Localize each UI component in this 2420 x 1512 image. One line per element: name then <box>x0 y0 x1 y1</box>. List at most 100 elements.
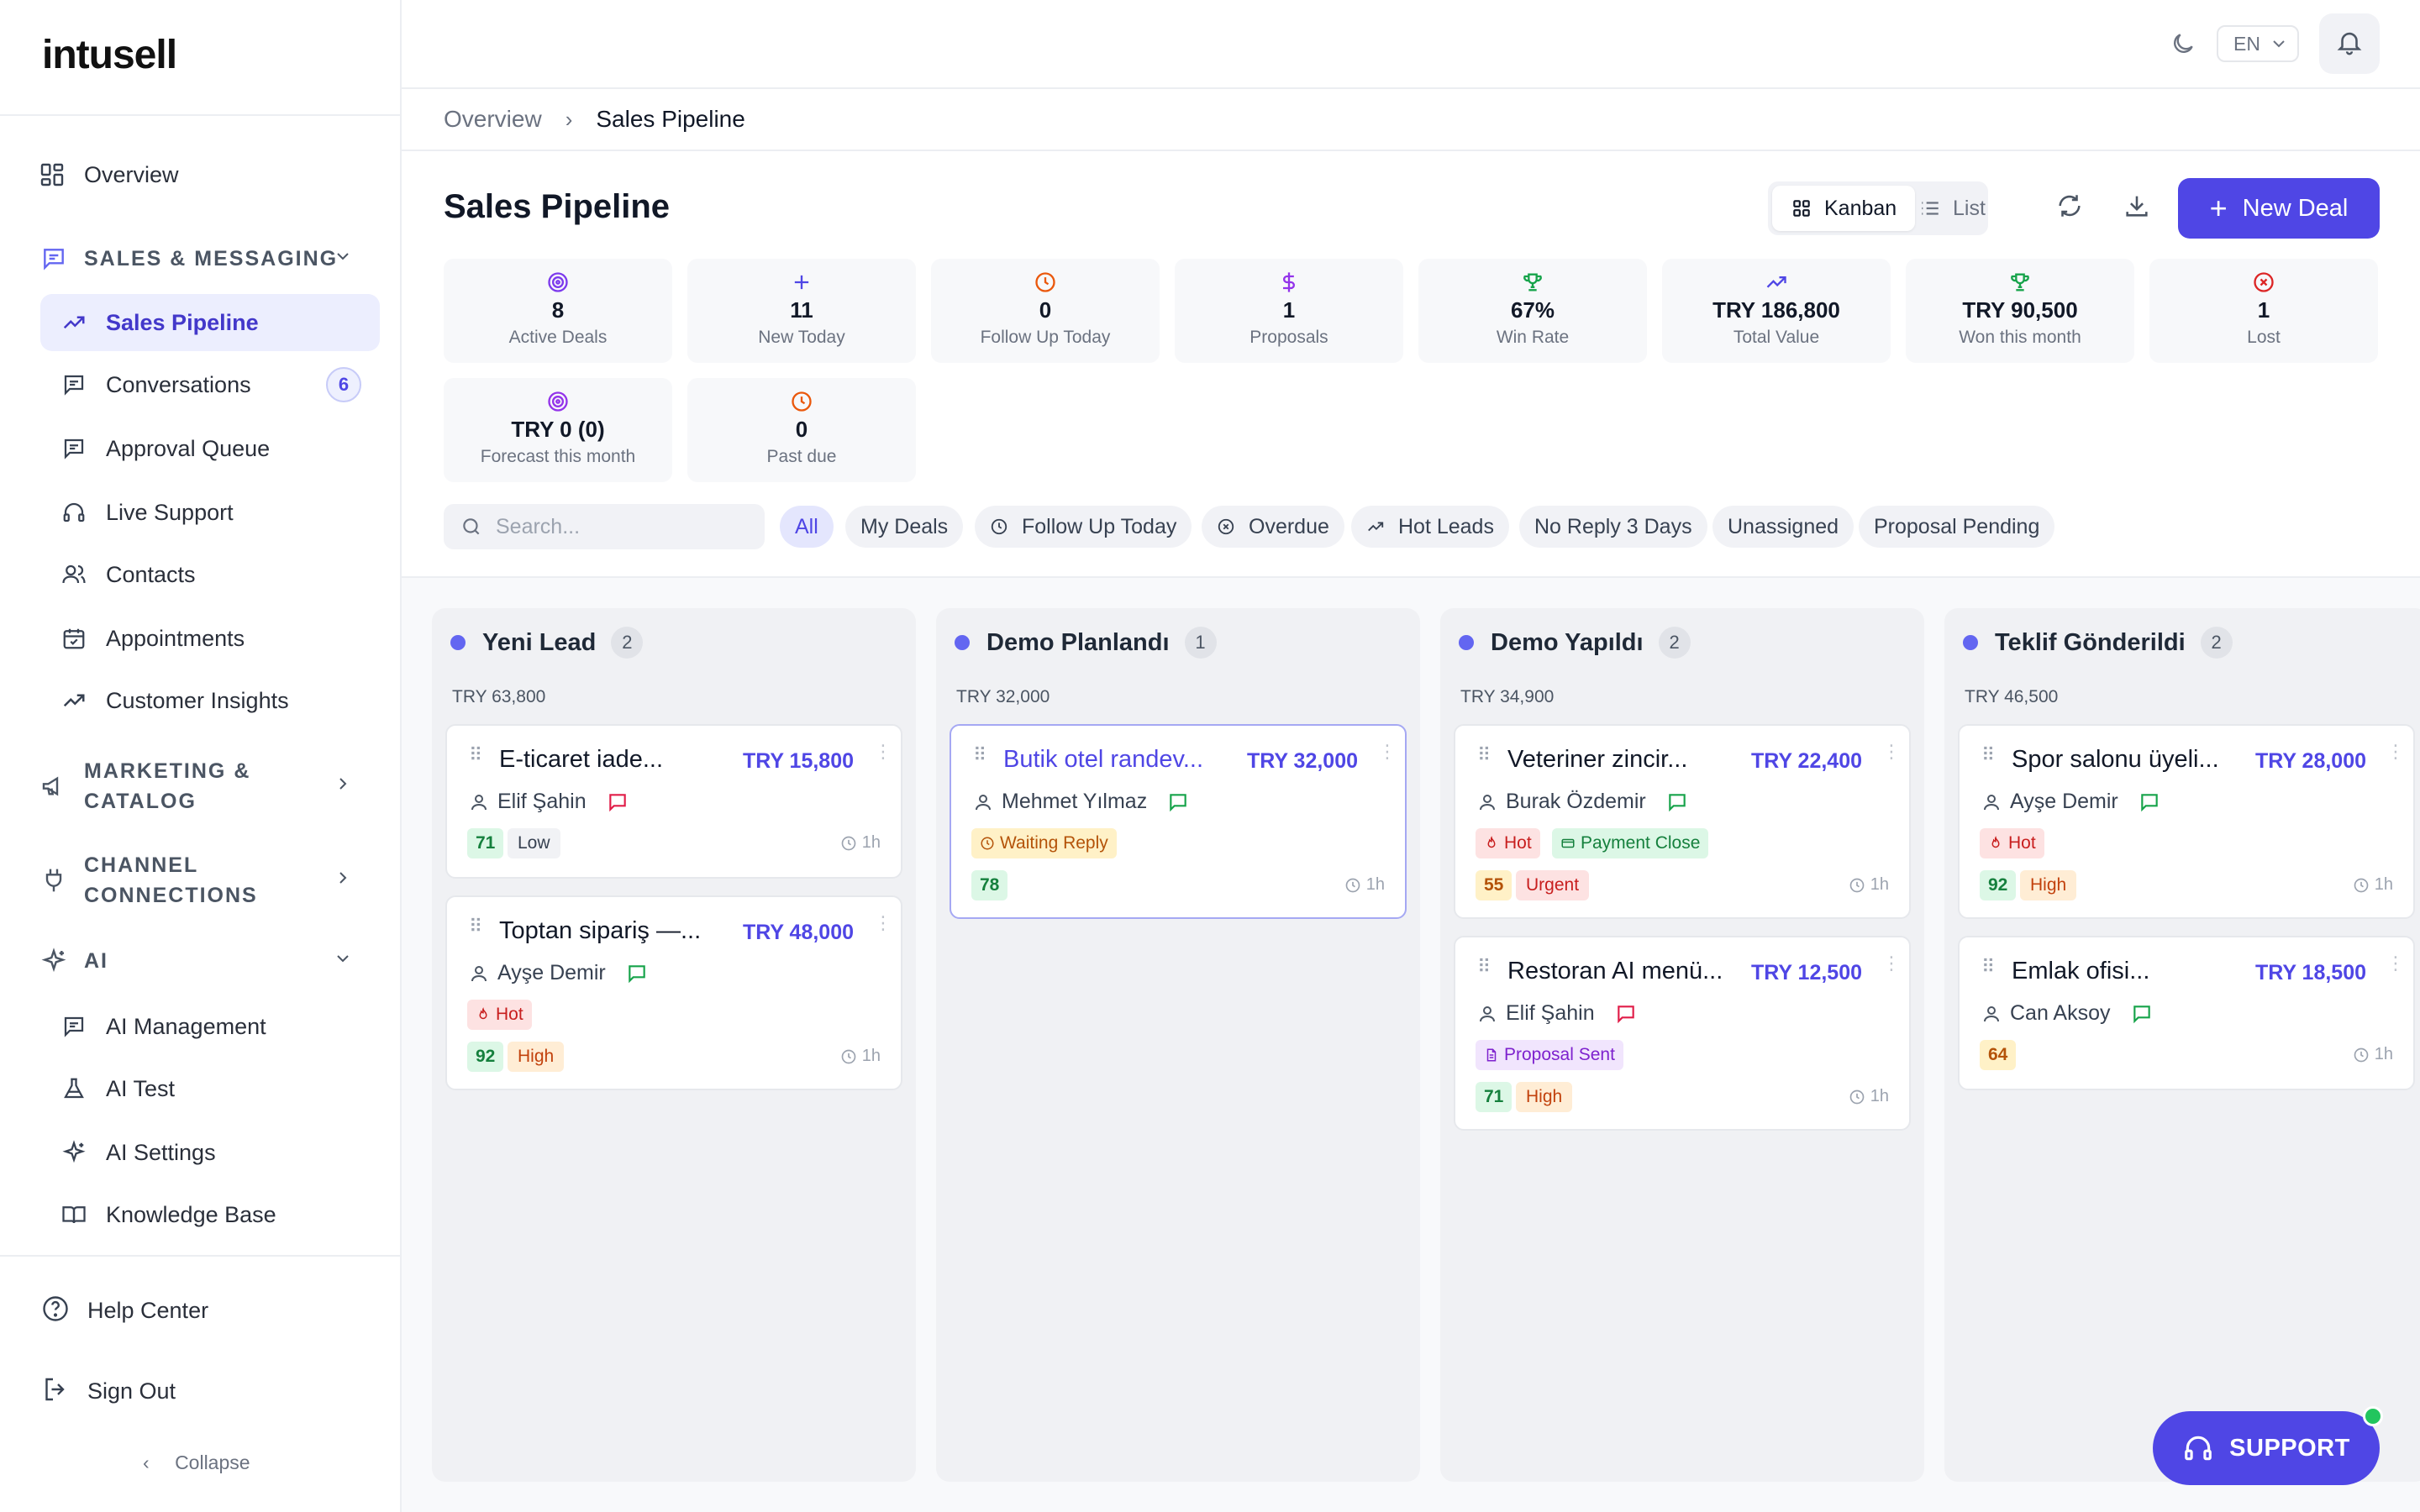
more-options-icon[interactable]: ⋮ <box>874 912 892 933</box>
lead-score: 71 <box>1476 1082 1512 1112</box>
tag-label: Hot <box>1504 833 1532 853</box>
download-button[interactable] <box>2123 192 2151 224</box>
more-options-icon[interactable]: ⋮ <box>2386 953 2405 974</box>
support-button[interactable]: SUPPORT <box>2153 1411 2380 1485</box>
more-options-icon[interactable]: ⋮ <box>1378 741 1397 762</box>
sidebar-item-appointments[interactable]: Appointments <box>40 610 380 667</box>
deal-owner: Burak Özdemir <box>1477 790 1697 814</box>
deal-title: Toptan sipariş —... <box>499 917 702 944</box>
sidebar-item-live-support[interactable]: Live Support <box>40 484 380 541</box>
headset-icon <box>59 497 89 528</box>
language-select[interactable]: EN <box>2217 25 2299 62</box>
column-total: TRY 32,000 <box>956 687 1050 706</box>
sidebar-item-overview[interactable]: Overview <box>37 146 376 203</box>
stage-dot <box>955 635 970 650</box>
section-channel-connections[interactable]: CHANNEL CONNECTIONS <box>40 850 380 911</box>
filter-chip-label: All <box>795 514 818 538</box>
drag-handle-icon[interactable]: ⠿ <box>469 916 482 937</box>
sparkle-icon <box>40 948 67 974</box>
sidebar-item-label: AI Settings <box>106 1139 216 1165</box>
more-options-icon[interactable]: ⋮ <box>1882 741 1901 762</box>
list-view-button[interactable]: List <box>1901 186 2004 231</box>
more-options-icon[interactable]: ⋮ <box>874 741 892 762</box>
stat-card: TRY 0 (0) Forecast this month <box>444 378 672 482</box>
stat-value: 8 <box>551 297 565 323</box>
sign-out-button[interactable]: Sign Out <box>40 1374 176 1409</box>
help-center-label: Help Center <box>87 1298 209 1323</box>
more-options-icon[interactable]: ⋮ <box>1882 953 1901 974</box>
deal-owner: Elif Şahin <box>469 790 637 814</box>
message-icon[interactable] <box>1615 1003 1645 1025</box>
deal-value: TRY 18,500 <box>2254 961 2366 984</box>
stat-card: TRY 186,800 Total Value <box>1662 259 1891 363</box>
deal-card[interactable]: ⠿ Spor salonu üyeli... TRY 28,000 ⋮ Ayşe Dem… <box>1958 724 2415 919</box>
sidebar-item-ai-management[interactable]: AI Management <box>40 998 380 1055</box>
sign-out-label: Sign Out <box>87 1378 176 1404</box>
age-label: 1h <box>2374 875 2393 894</box>
drag-handle-icon[interactable]: ⠿ <box>1981 744 1995 765</box>
message-icon[interactable] <box>1167 791 1197 813</box>
stat-label: New Today <box>758 328 845 347</box>
search-input[interactable]: Search... <box>444 504 765 549</box>
sidebar-item-approval-queue[interactable]: Approval Queue <box>40 420 380 477</box>
deal-card[interactable]: ⠿ Toptan sipariş —... TRY 48,000 ⋮ Ayşe Demi… <box>445 895 902 1090</box>
doc-icon <box>1484 1047 1504 1063</box>
new-deal-button[interactable]: + New Deal <box>2178 178 2380 239</box>
clock-icon <box>687 390 916 415</box>
page-title: Sales Pipeline <box>444 188 671 225</box>
notifications-button[interactable] <box>2319 13 2380 74</box>
message-icon[interactable] <box>626 963 656 984</box>
filter-chip-no-reply-3-days[interactable]: No Reply 3 Days <box>1519 506 1707 548</box>
sidebar-item-ai-settings[interactable]: AI Settings <box>40 1124 380 1181</box>
filter-chip-follow-up-today[interactable]: Follow Up Today <box>975 506 1192 548</box>
collapse-button[interactable]: ‹ Collapse <box>143 1452 250 1474</box>
brand-logo[interactable]: intusell <box>42 33 177 77</box>
clock-icon <box>840 1048 862 1065</box>
stat-value: TRY 0 (0) <box>511 417 605 442</box>
deal-age: 1h <box>1849 875 1889 895</box>
refresh-button[interactable] <box>2055 192 2084 224</box>
sidebar-item-customer-insights[interactable]: Customer Insights <box>40 672 380 729</box>
sidebar-item-label: Sales Pipeline <box>106 309 259 335</box>
deal-card[interactable]: ⠿ Butik otel randev... TRY 32,000 ⋮ Mehmet Y… <box>950 724 1407 919</box>
chevron-right-icon <box>333 868 353 894</box>
sidebar-item-ai-test[interactable]: AI Test <box>40 1060 380 1117</box>
more-options-icon[interactable]: ⋮ <box>2386 741 2405 762</box>
sidebar-item-conversations[interactable]: Conversations 6 <box>40 356 380 413</box>
column-title: Yeni Lead <box>482 628 597 656</box>
sidebar-item-sales-pipeline[interactable]: Sales Pipeline <box>40 294 380 351</box>
filter-chip-unassigned[interactable]: Unassigned <box>1712 506 1854 548</box>
filter-chip-hot-leads[interactable]: Hot Leads <box>1351 506 1509 548</box>
sidebar-item-knowledge-base[interactable]: Knowledge Base <box>40 1186 380 1243</box>
message-icon[interactable] <box>2131 1003 2161 1025</box>
trend-up-icon <box>59 685 89 716</box>
message-icon[interactable] <box>2139 791 2169 813</box>
sidebar-item-label: Appointments <box>106 625 245 651</box>
help-center-link[interactable]: Help Center <box>40 1294 208 1328</box>
deal-card[interactable]: ⠿ E-ticaret iade... TRY 15,800 ⋮ Elif Şahin 7… <box>445 724 902 879</box>
section-marketing-catalog[interactable]: MARKETING & CATALOG <box>40 756 380 816</box>
kanban-view-button[interactable]: Kanban <box>1772 186 1916 231</box>
filter-chip-my-deals[interactable]: My Deals <box>845 506 964 548</box>
filter-chip-proposal-pending[interactable]: Proposal Pending <box>1859 506 2055 548</box>
message-icon[interactable] <box>1666 791 1697 813</box>
sidebar-item-contacts[interactable]: Contacts <box>40 546 380 603</box>
drag-handle-icon[interactable]: ⠿ <box>469 744 482 765</box>
drag-handle-icon[interactable]: ⠿ <box>1477 744 1491 765</box>
theme-toggle-moon-icon[interactable] <box>2170 30 2196 61</box>
section-sales-messaging[interactable]: SALES & MESSAGING <box>40 244 380 274</box>
drag-handle-icon[interactable]: ⠿ <box>1981 956 1995 977</box>
breadcrumb-overview[interactable]: Overview <box>444 106 542 132</box>
drag-handle-icon[interactable]: ⠿ <box>1477 956 1491 977</box>
message-icon[interactable] <box>607 791 637 813</box>
drag-handle-icon[interactable]: ⠿ <box>973 744 986 765</box>
section-ai[interactable]: AI <box>40 946 380 976</box>
deal-card[interactable]: ⠿ Restoran AI menü... TRY 12,500 ⋮ Elif Şahi… <box>1454 936 1911 1131</box>
deal-card[interactable]: ⠿ Emlak ofisi... TRY 18,500 ⋮ Can Aksoy 64 1h <box>1958 936 2415 1090</box>
filter-chip-overdue[interactable]: Overdue <box>1202 506 1344 548</box>
chat-icon <box>59 370 89 400</box>
filter-chip-all[interactable]: All <box>780 506 834 548</box>
language-value: EN <box>2233 32 2260 55</box>
age-label: 1h <box>1365 875 1385 894</box>
deal-card[interactable]: ⠿ Veteriner zincir... TRY 22,400 ⋮ Burak Özd… <box>1454 724 1911 919</box>
